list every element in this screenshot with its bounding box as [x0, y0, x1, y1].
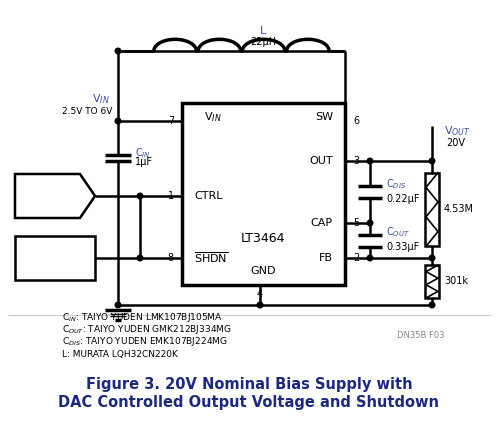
Text: CONTROLLER: CONTROLLER	[22, 260, 88, 270]
Text: V$_{IN}$: V$_{IN}$	[204, 110, 222, 124]
Text: 2.5V TO 6V: 2.5V TO 6V	[61, 107, 112, 116]
Text: LT3464: LT3464	[241, 232, 285, 245]
Text: V$_{IN}$: V$_{IN}$	[92, 92, 110, 106]
Text: SW: SW	[315, 112, 333, 122]
Circle shape	[429, 158, 435, 164]
Text: C$_{DIS}$: C$_{DIS}$	[386, 177, 406, 191]
Text: DAC: DAC	[40, 191, 64, 201]
Text: C$_{OUT}$: C$_{OUT}$	[386, 226, 410, 239]
Text: V$_{OUT}$: V$_{OUT}$	[444, 124, 471, 138]
Circle shape	[137, 255, 143, 261]
Text: C$_{IN}$: C$_{IN}$	[135, 146, 151, 160]
Circle shape	[137, 193, 143, 199]
Text: 0.22μF: 0.22μF	[386, 194, 420, 204]
Text: 7: 7	[168, 116, 174, 126]
Text: 5: 5	[353, 218, 359, 228]
Text: Figure 3. 20V Nominal Bias Supply with: Figure 3. 20V Nominal Bias Supply with	[86, 378, 412, 392]
Text: 0.33μF: 0.33μF	[386, 242, 419, 252]
Text: L: MURATA LQH32CN220K: L: MURATA LQH32CN220K	[62, 349, 178, 359]
Circle shape	[115, 48, 121, 54]
Text: CTRL: CTRL	[194, 191, 223, 201]
Text: 4.53M: 4.53M	[444, 204, 474, 214]
Bar	[15, 236, 95, 280]
Text: C$_{IN}$: TAIYO YUDEN LMK107BJ105MA: C$_{IN}$: TAIYO YUDEN LMK107BJ105MA	[62, 311, 223, 324]
Text: 1μF: 1μF	[135, 157, 153, 167]
Text: OUT: OUT	[309, 156, 333, 166]
Text: FB: FB	[319, 253, 333, 263]
Circle shape	[115, 118, 121, 124]
Text: 20V: 20V	[446, 138, 465, 148]
Circle shape	[367, 255, 373, 261]
Text: GND: GND	[250, 266, 276, 276]
Circle shape	[257, 302, 263, 308]
Circle shape	[429, 302, 435, 308]
Text: CAP: CAP	[311, 218, 333, 228]
Text: 3: 3	[353, 156, 359, 166]
Text: 4: 4	[257, 289, 263, 299]
Text: C$_{DIS}$: TAIYO YUDEN EMK107BJ224MG: C$_{DIS}$: TAIYO YUDEN EMK107BJ224MG	[62, 336, 228, 349]
Bar	[182, 103, 345, 285]
Text: C$_{OUT}$: TAIYO YUDEN GMK212BJ334MG: C$_{OUT}$: TAIYO YUDEN GMK212BJ334MG	[62, 323, 232, 336]
Circle shape	[367, 158, 373, 164]
Circle shape	[429, 255, 435, 261]
Text: 6: 6	[353, 116, 359, 126]
Text: 8: 8	[168, 253, 174, 263]
Bar	[425, 173, 439, 246]
Text: L: L	[260, 26, 266, 36]
Text: $\overline{\mathregular{SHDN}}$: $\overline{\mathregular{SHDN}}$	[194, 251, 229, 265]
Text: 22μH: 22μH	[250, 37, 276, 47]
Text: DN35B F03: DN35B F03	[398, 332, 445, 340]
Text: DAC Controlled Output Voltage and Shutdown: DAC Controlled Output Voltage and Shutdo…	[58, 395, 440, 410]
Polygon shape	[15, 174, 95, 218]
Text: MICRO-: MICRO-	[37, 246, 73, 256]
Text: 2: 2	[353, 253, 359, 263]
Bar	[425, 265, 439, 298]
Text: 301k: 301k	[444, 277, 468, 287]
Circle shape	[367, 220, 373, 226]
Circle shape	[115, 302, 121, 308]
Text: 1: 1	[168, 191, 174, 201]
